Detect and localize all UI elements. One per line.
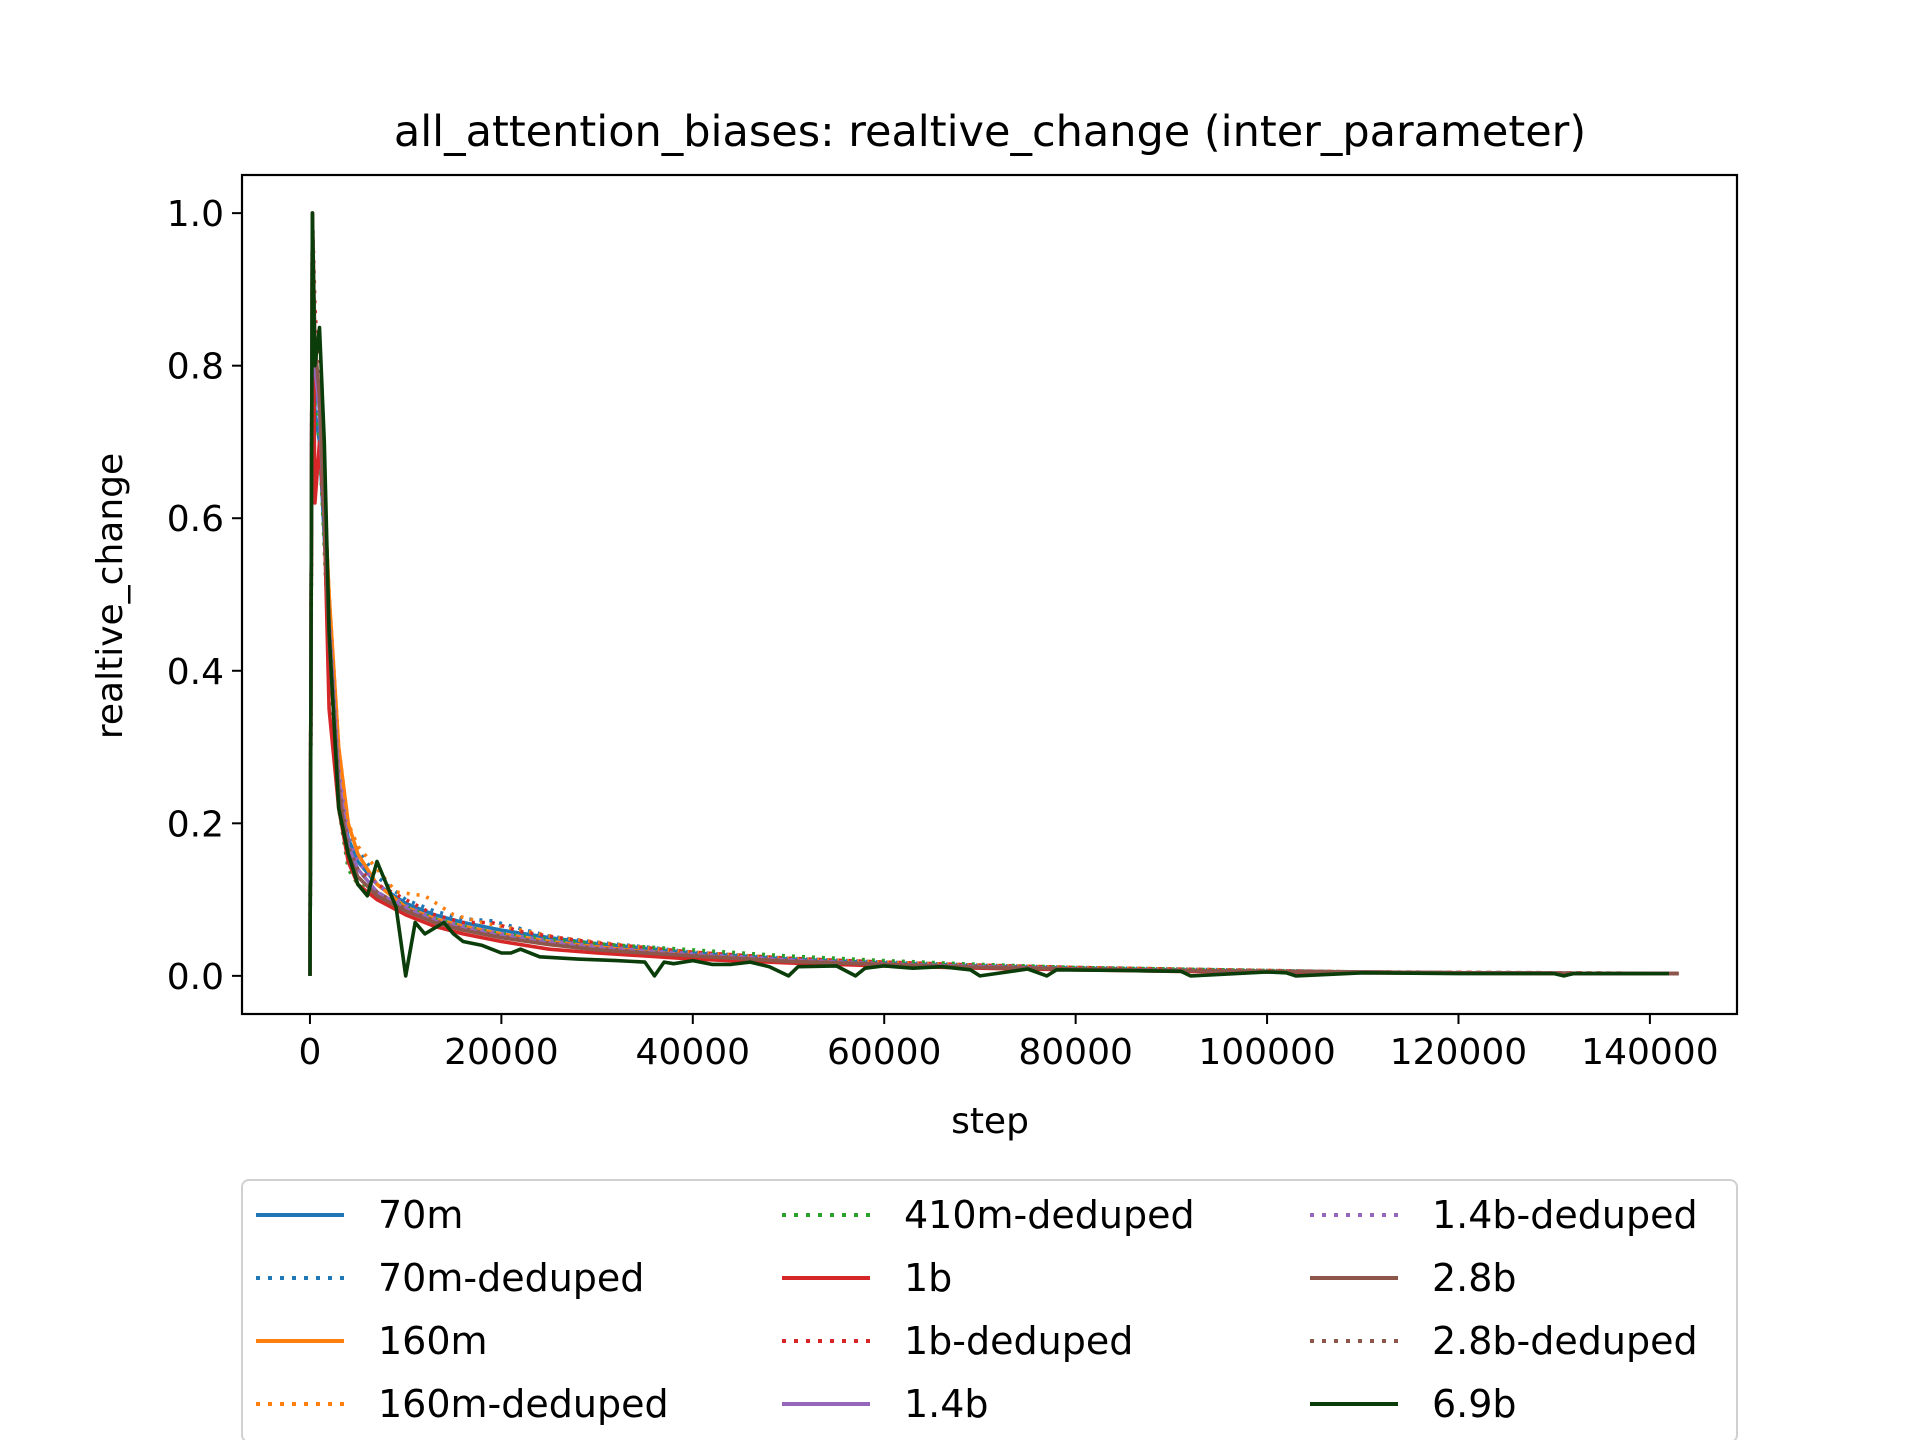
legend-label: 1.4b <box>904 1382 989 1426</box>
x-tick-label: 80000 <box>1018 1032 1133 1073</box>
x-tick-label: 100000 <box>1198 1032 1335 1073</box>
legend-label: 160m <box>378 1319 488 1363</box>
legend-label: 2.8b-deduped <box>1432 1319 1698 1363</box>
legend: 70m 70m-deduped 160m 160m-deduped 410m-dedup… <box>241 1179 1738 1443</box>
legend-label: 6.9b <box>1432 1382 1517 1426</box>
legend-label: 70m <box>378 1193 463 1237</box>
legend-label: 2.8b <box>1432 1256 1517 1300</box>
series-group <box>308 211 1679 978</box>
x-tick-label: 60000 <box>827 1032 942 1073</box>
legend-label: 1b <box>904 1256 952 1300</box>
y-tick-label: 0.6 <box>167 499 224 540</box>
y-tick-label: 0.4 <box>167 652 224 693</box>
y-tick-label: 0.0 <box>167 957 224 998</box>
legend-label: 160m-deduped <box>378 1382 669 1426</box>
series-line-2.8b-deduped <box>308 211 1679 976</box>
x-axis: 0 20000 40000 60000 80000 100000 120000 140000 <box>299 1014 1719 1073</box>
chart-title: all_attention_biases: realtive_change (i… <box>394 107 1586 157</box>
legend-label: 1.4b-deduped <box>1432 1193 1698 1237</box>
x-tick-label: 20000 <box>444 1032 559 1073</box>
y-axis-label: realtive_change <box>90 453 131 739</box>
x-tick-label: 0 <box>299 1032 322 1073</box>
x-axis-label: step <box>951 1101 1029 1142</box>
series-line-6.9b <box>308 211 1669 978</box>
legend-label: 1b-deduped <box>904 1319 1133 1363</box>
legend-label: 410m-deduped <box>904 1193 1195 1237</box>
y-tick-label: 0.8 <box>167 347 224 388</box>
legend-label: 70m-deduped <box>378 1256 644 1300</box>
y-axis: 0.0 0.2 0.4 0.6 0.8 1.0 <box>167 194 242 998</box>
x-tick-label: 120000 <box>1390 1032 1527 1073</box>
x-tick-label: 40000 <box>636 1032 751 1073</box>
y-tick-label: 1.0 <box>167 194 224 235</box>
x-tick-label: 140000 <box>1581 1032 1718 1073</box>
y-tick-label: 0.2 <box>167 804 224 845</box>
plot-area-frame <box>240 173 1739 1016</box>
